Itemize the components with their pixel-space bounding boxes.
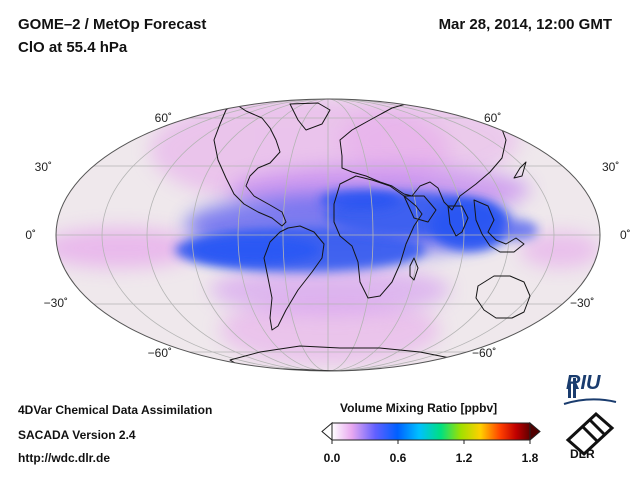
riu-logo-text: RIU xyxy=(566,372,601,394)
footer-url[interactable]: http://wdc.dlr.de xyxy=(18,451,110,465)
lat-label-30s-right: −30˚ xyxy=(570,296,594,310)
map-datetime: Mar 28, 2014, 12:00 GMT xyxy=(438,16,612,33)
lat-label-30s-left: −30˚ xyxy=(44,296,68,310)
riu-logo-mark xyxy=(563,378,617,405)
footer-line-2: SACADA Version 2.4 xyxy=(18,428,136,442)
japan xyxy=(513,161,527,179)
colorbar xyxy=(321,421,541,444)
madagascar xyxy=(409,257,419,281)
colorbar-tick-label: 0.6 xyxy=(389,451,407,465)
footer-line-1: 4DVar Chemical Data Assimilation xyxy=(18,403,213,417)
europe-asia xyxy=(339,99,507,211)
lat-label-30n-left: 30˚ xyxy=(35,160,52,174)
colorbar-tick-label: 1.2 xyxy=(455,451,473,465)
australia xyxy=(475,275,531,319)
colorbar-min-arrow xyxy=(321,421,333,442)
lat-label-60n-left: 60˚ xyxy=(155,111,172,125)
lat-label-60n-right: 60˚ xyxy=(484,111,501,125)
lat-label-eq-left: 0˚ xyxy=(25,228,36,242)
graticule xyxy=(56,99,600,371)
colorbar-tick-label: 1.8 xyxy=(521,451,539,465)
colorbar-title: Volume Mixing Ratio [ppbv] xyxy=(340,401,498,415)
dlr-logo-text: DLR xyxy=(570,447,595,461)
greenland xyxy=(289,102,331,131)
dlr-logo-mark xyxy=(565,411,615,457)
lat-labels: 60˚ 60˚ 30˚ 30˚ 0˚ 0˚ −30˚ −30˚ −60˚ −60… xyxy=(25,111,630,360)
colorbar-tick-label: 0.0 xyxy=(323,451,341,465)
lat-label-60s-left: −60˚ xyxy=(148,346,172,360)
lat-label-60s-right: −60˚ xyxy=(472,346,496,360)
africa xyxy=(333,175,423,299)
lat-label-30n-right: 30˚ xyxy=(602,160,619,174)
lat-label-eq-right: 0˚ xyxy=(620,228,631,242)
india xyxy=(447,205,469,237)
south-america xyxy=(263,225,325,331)
map-outline xyxy=(55,98,601,372)
north-america xyxy=(213,102,287,227)
colorbar-max-arrow xyxy=(529,421,541,442)
arabia xyxy=(403,195,437,223)
clo-field xyxy=(56,99,600,371)
map-title: GOME–2 / MetOp Forecast xyxy=(18,16,207,33)
coastlines xyxy=(213,99,531,371)
colorbar-gradient xyxy=(331,422,531,441)
southeast-asia xyxy=(473,199,525,253)
map-subtitle: ClO at 55.4 hPa xyxy=(18,39,128,56)
